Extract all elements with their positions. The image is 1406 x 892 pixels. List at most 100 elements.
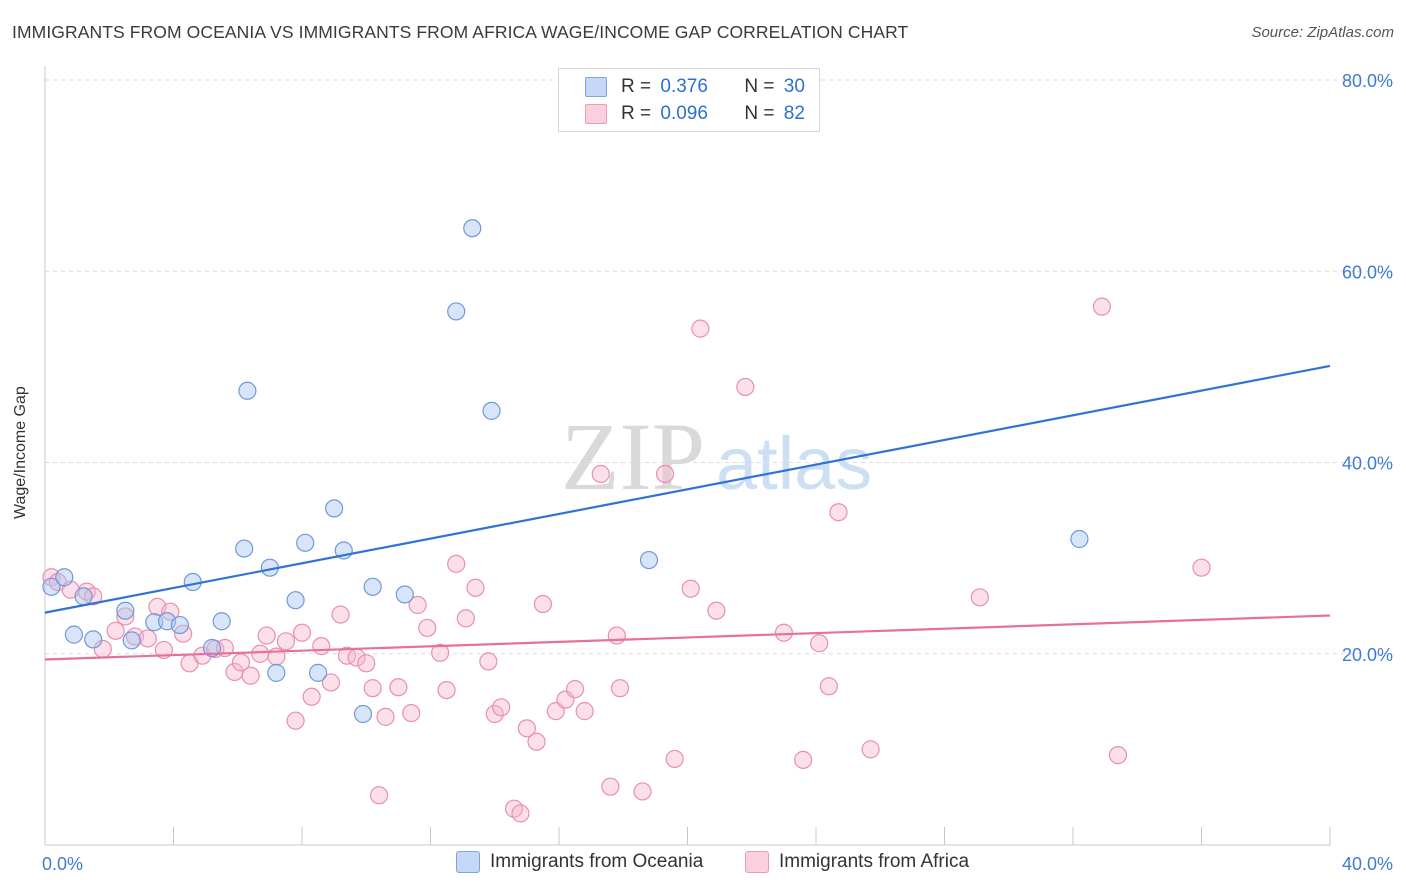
africa-point [402,703,421,723]
y-tick-label: 80.0% [1342,71,1393,91]
legend-n-value: 82 [783,103,805,124]
africa-point [276,632,296,651]
oceania-point [463,219,482,238]
oceania-point [639,550,659,570]
oceania-point [363,577,382,596]
bottom-legend-label-oceania: Immigrants from Oceania [490,851,704,872]
africa-point [408,595,427,615]
africa-point [591,464,610,484]
africa-point [376,707,395,726]
oceania-point [447,302,466,321]
legend-row-africa: R = 0.096 N = 82 [585,102,805,126]
legend-n-label: N = [744,76,780,97]
oceania-point [308,663,328,682]
africa-point [1192,558,1211,577]
africa-point [527,732,546,751]
oceania-point [395,585,414,604]
oceania-point [286,591,305,610]
africa-point [665,749,684,769]
oceania-point [64,625,84,644]
africa-point [610,679,630,698]
y-tick-label: 60.0% [1342,262,1393,282]
africa-point [456,609,475,628]
oceania-point [212,612,231,631]
africa-point [601,777,620,796]
africa-point [575,702,594,721]
africa-point [241,666,260,685]
africa-point [257,626,276,645]
grid [45,79,1392,655]
africa-point [810,634,829,653]
legend-n-label: N = [744,103,780,124]
y-axis-title: Wage/Income Gap [12,386,29,519]
y-tick-label: 40.0% [1342,454,1393,474]
oceania-point [116,601,135,620]
y-tick-label: 20.0% [1342,645,1393,665]
oceania-point [353,704,373,724]
correlation-legend: R = 0.376 N = 30 R = 0.096 N = 82 [558,68,820,132]
oceania-point [84,630,103,649]
legend-swatch-oceania [585,77,607,97]
bottom-legend-swatch-oceania [456,851,480,873]
legend-r-label: R = [621,103,657,124]
africa-point [681,579,700,598]
africa-point [819,677,838,696]
africa-point [331,605,350,624]
oceania-point [235,539,254,558]
africa-point [138,629,157,648]
africa-point [774,623,793,642]
africa-point [736,377,755,397]
trend-lines [44,364,1331,661]
africa-point [466,578,485,597]
oceania-point [202,638,222,658]
legend-r-label: R = [621,76,657,97]
watermark-zip: ZIP [561,403,705,510]
africa-point [970,588,989,607]
africa-point [370,786,389,805]
legend-r-value: 0.376 [660,76,708,97]
legend-row-oceania: R = 0.376 N = 30 [585,75,805,99]
africa-point [286,711,305,730]
africa-point [829,503,848,522]
africa-trend-line [44,614,1331,661]
watermark-atlas: atlas [716,422,872,505]
africa-point [607,626,626,645]
watermark: ZIP atlas [561,403,872,510]
oceania-point [1070,529,1089,549]
oceania-point [267,663,286,682]
bottom-legend-oceania: Immigrants from Oceania [456,851,703,873]
africa-point [312,636,331,656]
africa-point [363,679,382,698]
bottom-legend-africa: Immigrants from Africa [745,851,969,873]
africa-point [533,594,553,614]
tick-labels: 20.0% 40.0% 60.0% 80.0% 0.0% 40.0% [42,71,1393,874]
legend-swatch-africa [585,104,607,124]
africa-point [565,680,585,699]
africa-point [431,643,450,662]
bottom-legend-label-africa: Immigrants from Africa [779,851,970,872]
oceania-point [325,499,344,518]
oceania-point [145,613,164,632]
source-label: Source: ZipAtlas.com [1251,24,1394,41]
chart-title: IMMIGRANTS FROM OCEANIA VS IMMIGRANTS FR… [12,22,909,42]
africa-point [292,623,312,642]
africa-point [116,607,135,626]
africa-point [84,587,103,606]
africa-point [106,621,125,640]
africa-point [485,704,504,724]
africa-point [707,601,726,620]
africa-point [302,687,321,706]
oceania-point [74,587,93,606]
africa-point [321,673,341,692]
africa-point [418,618,437,638]
africa-point [1092,297,1112,316]
legend-n-value: 30 [783,76,805,97]
oceania-point [170,615,190,635]
africa-point [794,750,813,769]
africa-point [389,678,408,697]
africa-point [447,554,466,573]
oceania-point [238,381,257,400]
oceania-point [122,631,141,650]
bottom-legend-swatch-africa [745,851,769,873]
